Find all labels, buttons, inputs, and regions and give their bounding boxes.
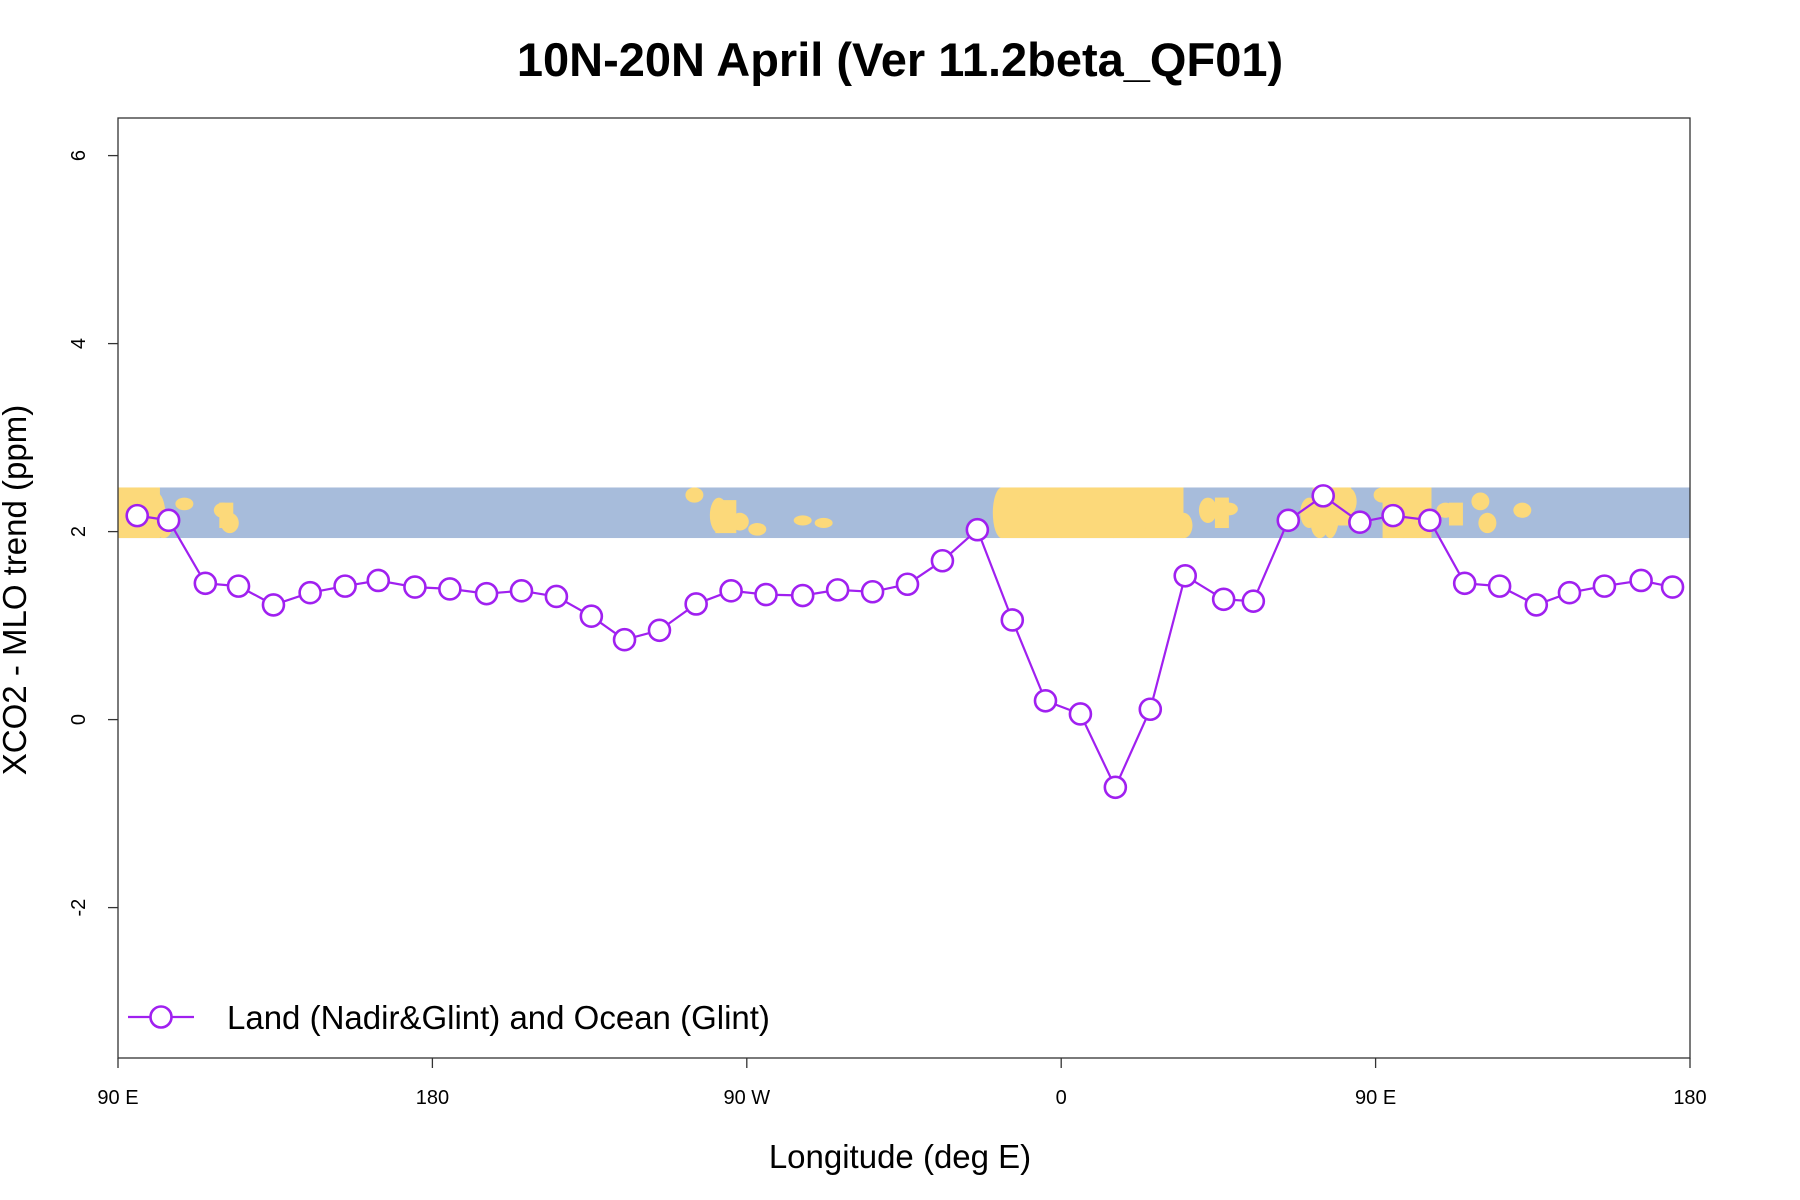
map-land-blob-9 xyxy=(730,512,749,531)
map-land-blob-14 xyxy=(1017,487,1036,539)
x-tick-label-0: 90 E xyxy=(97,1087,138,1109)
data-point-0-33 xyxy=(1276,508,1301,533)
legend-label: Land (Nadir&Glint) and Ocean (Glint) xyxy=(227,999,770,1036)
data-point-0-38 xyxy=(1452,571,1477,596)
data-point-0-18 xyxy=(754,582,778,607)
data-point-0-23 xyxy=(930,548,955,573)
data-point-0-35 xyxy=(1348,510,1372,535)
y-axis-title: XCO2 - MLO trend (ppm) xyxy=(0,405,33,775)
data-point-0-14 xyxy=(612,627,637,652)
map-land-blob-12 xyxy=(814,517,833,529)
data-point-0-42 xyxy=(1592,574,1617,598)
legend-marker xyxy=(149,1005,173,1029)
x-tick-label-4: 90 E xyxy=(1355,1087,1396,1109)
data-point-0-0 xyxy=(125,503,150,528)
data-point-0-41 xyxy=(1557,580,1582,605)
map-land-blob-20 xyxy=(1198,497,1217,523)
data-point-0-21 xyxy=(860,579,885,604)
map-land-blob-13 xyxy=(992,487,1011,539)
data-point-0-24 xyxy=(965,517,990,542)
chart-title: 10N-20N April (Ver 11.2beta_QF01) xyxy=(517,33,1283,86)
data-point-0-6 xyxy=(333,574,357,598)
y-tick-label-0: -2 xyxy=(68,899,90,917)
map-land-blob-7 xyxy=(685,487,704,503)
data-point-0-9 xyxy=(438,577,462,601)
map-land-blob-29 xyxy=(1436,502,1455,518)
map-land-blob-30 xyxy=(1471,492,1490,511)
data-point-0-27 xyxy=(1068,702,1093,726)
legend: Land (Nadir&Glint) and Ocean (Glint) xyxy=(128,999,770,1036)
map-land-blob-11 xyxy=(793,515,812,526)
x-tick-label-2: 90 W xyxy=(723,1087,770,1109)
data-point-0-17 xyxy=(719,579,743,603)
y-tick-label-2: 2 xyxy=(68,526,90,537)
map-land-blob-0 xyxy=(118,487,127,506)
map-land-blob-15 xyxy=(1052,487,1071,539)
data-point-0-19 xyxy=(790,583,815,608)
data-point-0-30 xyxy=(1173,563,1198,588)
data-point-0-4 xyxy=(261,593,286,617)
series-line-0 xyxy=(137,494,1673,790)
data-point-0-5 xyxy=(298,580,322,605)
data-point-0-31 xyxy=(1211,587,1236,612)
data-point-0-16 xyxy=(684,592,708,616)
data-point-0-26 xyxy=(1033,688,1058,713)
data-point-0-12 xyxy=(544,584,569,609)
map-land-blob-16 xyxy=(1104,487,1123,539)
x-axis: 90 E 180 90 W 0 90 E 180 xyxy=(97,1058,1707,1109)
y-tick-label-1: 0 xyxy=(68,714,90,725)
map-band xyxy=(118,487,1690,539)
y-tick-label-3: 4 xyxy=(68,338,90,349)
data-point-0-22 xyxy=(895,572,920,597)
data-point-0-36 xyxy=(1381,503,1405,528)
map-land-blob-21 xyxy=(1219,502,1238,516)
map-land-blob-4 xyxy=(175,497,194,511)
data-point-0-2 xyxy=(193,571,218,596)
map-land-blob-19 xyxy=(1174,512,1193,539)
map-land-blob-10 xyxy=(748,522,767,536)
map-land-blob-26 xyxy=(1373,487,1392,503)
map-land-blob-32 xyxy=(1513,502,1532,518)
data-point-0-28 xyxy=(1103,775,1128,800)
map-land-blob-25 xyxy=(1338,487,1357,516)
data-point-0-1 xyxy=(156,508,181,533)
data-point-0-32 xyxy=(1241,589,1266,613)
map-land-blob-31 xyxy=(1478,512,1497,534)
data-point-0-44 xyxy=(1660,575,1685,599)
map-land-blob-17 xyxy=(1129,487,1148,539)
data-point-0-3 xyxy=(226,574,251,598)
map-land-blob-6 xyxy=(220,512,239,534)
data-point-0-43 xyxy=(1629,568,1653,593)
data-point-0-39 xyxy=(1487,574,1512,598)
data-point-0-34 xyxy=(1311,484,1335,508)
data-point-0-37 xyxy=(1417,508,1442,533)
x-axis-title: Longitude (deg E) xyxy=(769,1138,1031,1175)
data-point-0-7 xyxy=(366,568,391,593)
data-point-0-29 xyxy=(1138,697,1163,722)
data-point-0-15 xyxy=(647,618,672,643)
data-point-0-25 xyxy=(1000,608,1025,632)
data-point-0-8 xyxy=(403,575,427,599)
series-layer xyxy=(125,484,1685,800)
map-land-blob-8 xyxy=(709,497,728,534)
data-point-0-11 xyxy=(509,579,534,603)
x-tick-label-1: 180 xyxy=(416,1087,449,1109)
plot-frame xyxy=(117,117,1691,1059)
data-point-0-40 xyxy=(1524,593,1549,617)
data-point-0-10 xyxy=(474,581,499,606)
data-point-0-13 xyxy=(579,604,604,629)
y-tick-label-4: 6 xyxy=(68,150,90,161)
data-point-0-20 xyxy=(825,578,850,602)
y-axis: -2 0 2 4 6 xyxy=(68,150,118,916)
x-tick-label-3: 0 xyxy=(1056,1087,1067,1109)
x-tick-label-5: 180 xyxy=(1673,1087,1706,1109)
map-land-blob-18 xyxy=(1163,487,1182,518)
